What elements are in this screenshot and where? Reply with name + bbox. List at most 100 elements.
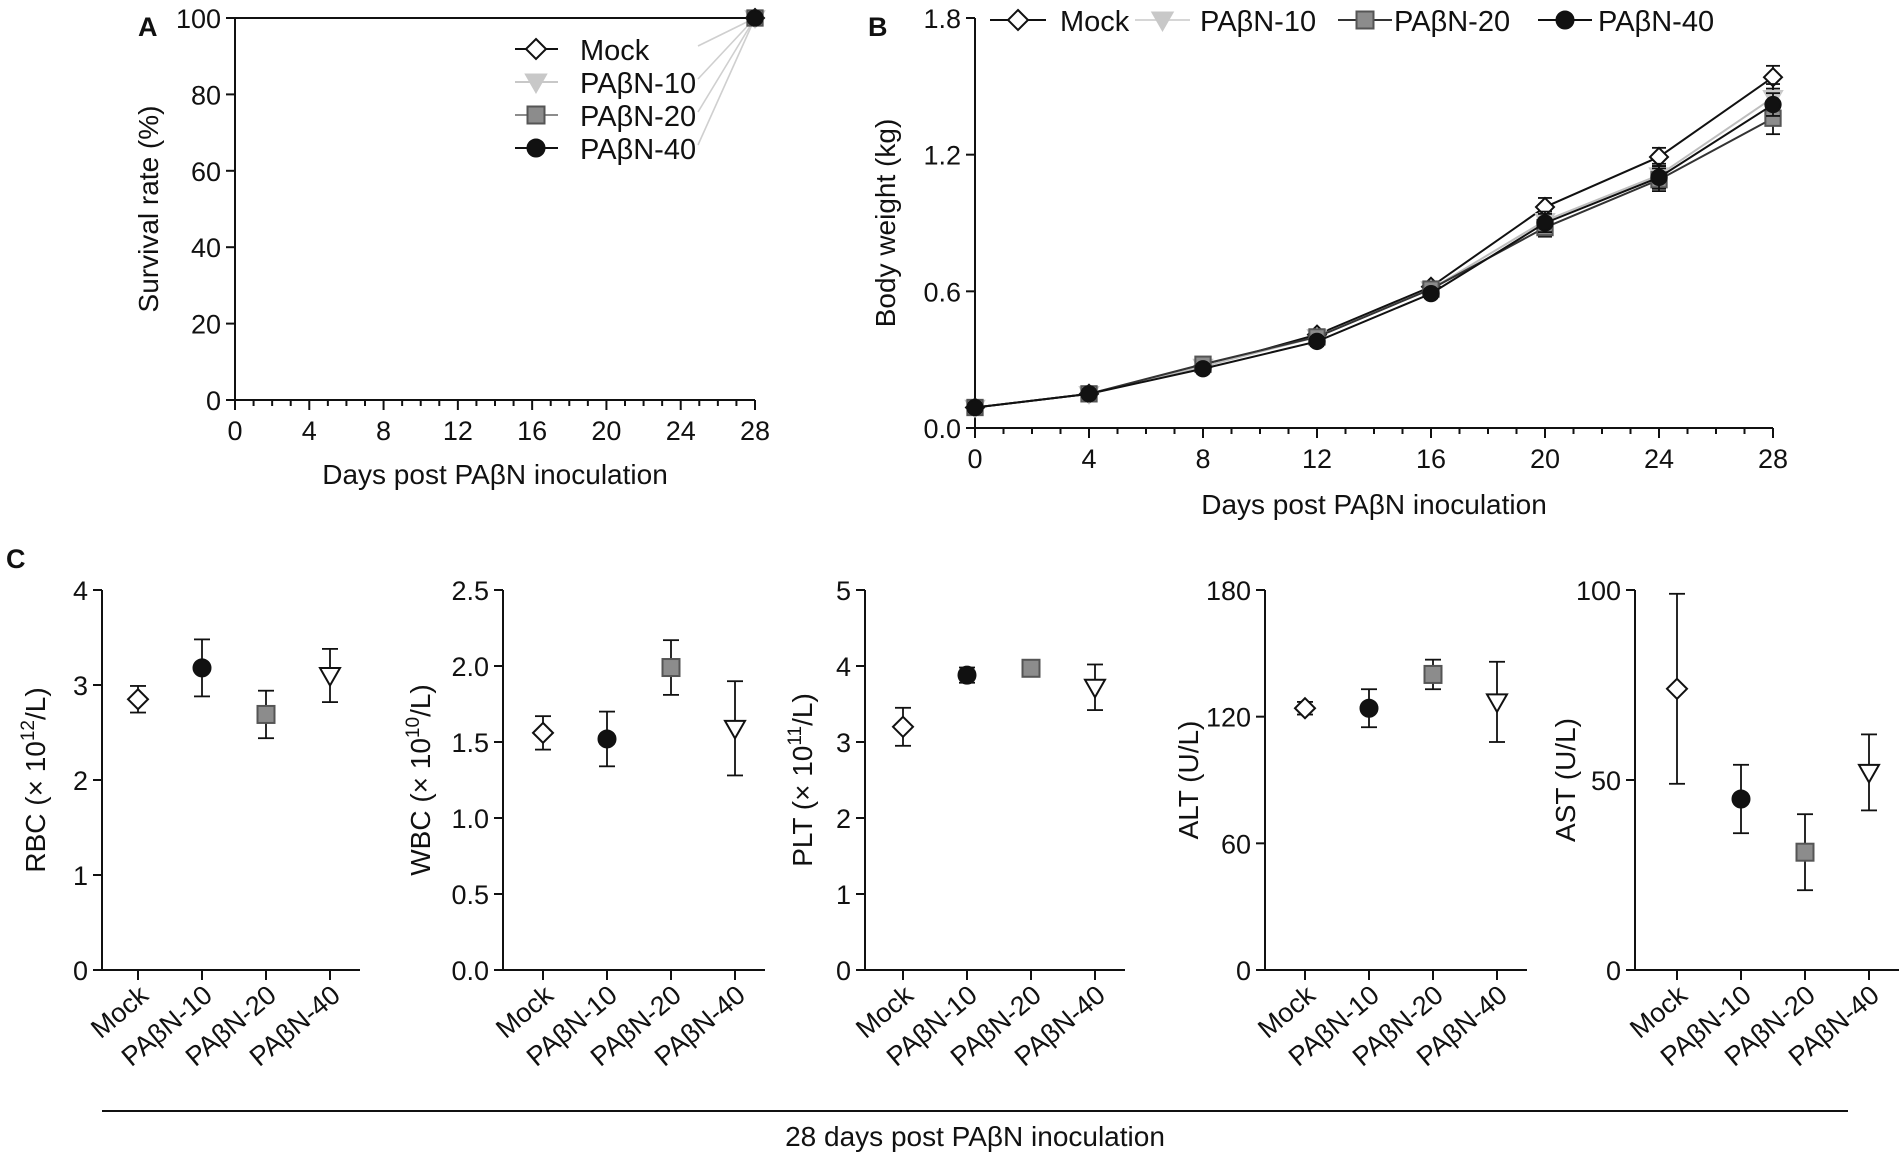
data-point [746, 9, 764, 27]
x-tick-label: 20 [591, 416, 621, 446]
y-axis-label-main: WBC (× 10 [405, 738, 436, 876]
x-tick-label: 0 [227, 416, 242, 446]
x-tick-label: 12 [443, 416, 473, 446]
panel-b-body-weight-chart: 0.0 0.6 1.2 1.8 0 4 8 12 16 20 24 28 Days post PAβN … [868, 4, 1788, 520]
data-point [1293, 696, 1317, 720]
series-line [974, 76, 1774, 409]
x-tick-label: 24 [666, 416, 696, 446]
x-tick-label: 12 [1302, 444, 1332, 474]
data-point [531, 721, 555, 745]
x-tick-label: 28 [1758, 444, 1788, 474]
y-tick-label: 40 [191, 233, 221, 263]
data-point [1485, 693, 1509, 714]
y-tick-label: 1 [73, 861, 88, 891]
y-tick-label: 2.5 [451, 576, 489, 606]
panel-a-survival-chart: 0 20 40 60 80 100 0 4 8 12 16 20 24 28 Days post PAβN … [133, 4, 770, 490]
legend-marker [1555, 10, 1575, 30]
series-line [974, 103, 1774, 409]
data-point [966, 398, 984, 417]
x-tick-label: 8 [1195, 444, 1210, 474]
y-tick-label: 4 [836, 652, 851, 682]
legend-label: PAβN-10 [580, 68, 696, 100]
legend-label: Mock [1060, 6, 1130, 38]
data-point [1422, 284, 1440, 303]
y-axis-label: WBC (× 1010/L) [403, 684, 436, 876]
legend-marker [526, 138, 546, 158]
legend-leader-line [697, 17, 756, 47]
x-tick-label: 16 [517, 416, 547, 446]
legend-leader-line [697, 17, 756, 113]
legend-item: PAβN-20 [1338, 6, 1510, 38]
data-point [891, 715, 915, 739]
y-tick-label: 0 [1606, 956, 1621, 986]
y-axis-label: Body weight (kg) [870, 119, 901, 328]
legend-marker [526, 105, 546, 125]
y-axis-label-main: AST (U/L) [1550, 718, 1581, 842]
x-tick-label: 24 [1644, 444, 1674, 474]
data-point [256, 704, 276, 724]
x-tick-label: 4 [1081, 444, 1096, 474]
y-axis-label: Survival rate (%) [133, 106, 164, 313]
data-point [1795, 842, 1815, 862]
y-tick-label: 1.8 [923, 4, 961, 34]
legend-item: PAβN-40 [515, 17, 756, 166]
legend-marker [524, 73, 548, 95]
y-tick-label: 0 [206, 386, 221, 416]
x-tick-label: 20 [1530, 444, 1560, 474]
y-tick-label: 0 [73, 956, 88, 986]
y-axis-label-exponent: 10 [403, 717, 424, 738]
legend-item: Mock [515, 17, 756, 67]
legend-item: Mock [990, 6, 1130, 38]
y-axis-label: AST (U/L) [1550, 718, 1581, 842]
x-tick-label: 28 [740, 416, 770, 446]
data-point [1021, 658, 1041, 678]
series-line [974, 96, 1774, 409]
y-tick-label: 20 [191, 310, 221, 340]
y-tick-label: 1.0 [451, 804, 489, 834]
y-tick-label: 0.6 [923, 277, 961, 307]
legend-label: PAβN-10 [1200, 6, 1316, 38]
data-point [723, 719, 747, 741]
y-axis-label-main: RBC (× 10 [20, 741, 51, 873]
legend-marker [1006, 8, 1030, 32]
y-tick-label: 2 [836, 804, 851, 834]
y-axis-label: ALT (U/L) [1173, 721, 1204, 840]
y-tick-label: 1.5 [451, 728, 489, 758]
y-tick-label: 3 [73, 671, 88, 701]
data-point [192, 658, 212, 678]
legend-label: PAβN-20 [1394, 6, 1510, 38]
data-point [1764, 95, 1782, 114]
data-point [1665, 677, 1689, 701]
y-axis-label-unit: /L) [405, 684, 436, 717]
x-tick-label: 8 [376, 416, 391, 446]
data-point [1731, 789, 1751, 809]
panel-label: A [138, 12, 158, 42]
y-axis-label-exponent: 11 [785, 726, 806, 746]
legend-label: Mock [580, 35, 650, 67]
y-tick-label: 0.0 [923, 414, 961, 444]
series-group [966, 92, 1782, 417]
y-tick-label: 1.2 [923, 141, 961, 171]
y-tick-label: 1 [836, 880, 851, 910]
y-tick-label: 180 [1206, 576, 1251, 606]
legend-marker [1150, 11, 1175, 33]
y-axis-label-main: PLT (× 10 [787, 746, 818, 867]
y-axis-label-exponent: 12 [18, 720, 39, 741]
y-tick-label: 80 [191, 80, 221, 110]
legend-leader-line [697, 17, 756, 146]
x-tick-label: 0 [967, 444, 982, 474]
data-point [1423, 664, 1443, 684]
data-point [1308, 332, 1326, 351]
data-point [1080, 385, 1098, 403]
legend-label: PAβN-20 [580, 101, 696, 133]
data-point [957, 665, 977, 685]
data-point [1857, 763, 1881, 785]
legend-item: PAβN-40 [1538, 6, 1714, 38]
y-tick-label: 5 [836, 576, 851, 606]
